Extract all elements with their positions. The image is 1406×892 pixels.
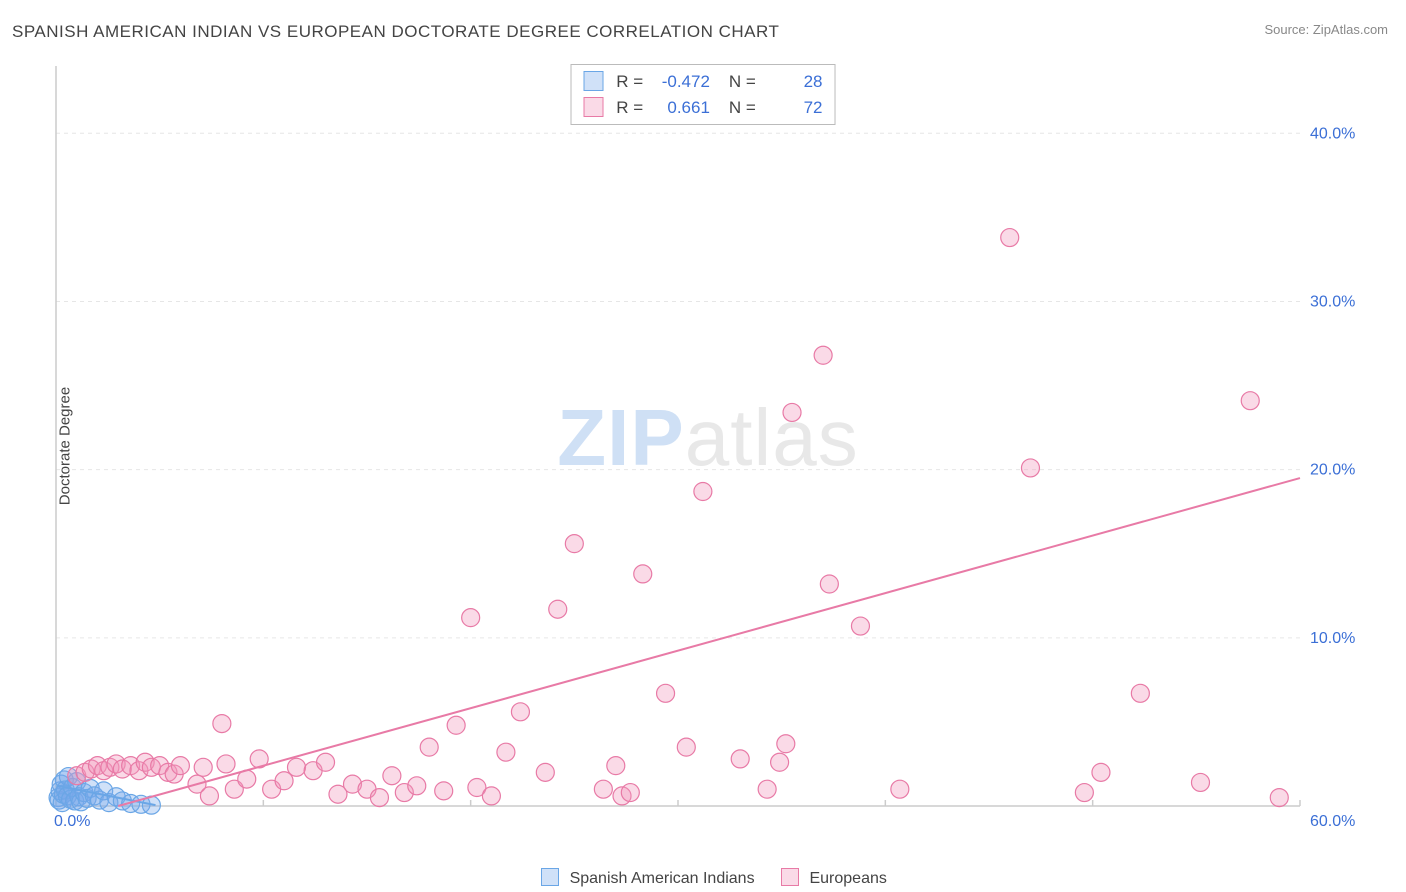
data-point [549, 600, 567, 618]
n-value-eur: 72 [760, 95, 822, 121]
swatch-sai-icon [541, 868, 559, 886]
data-point [1191, 773, 1209, 791]
data-point [408, 777, 426, 795]
x-tick-label: 0.0% [54, 813, 90, 830]
data-point [447, 716, 465, 734]
y-tick-label: 30.0% [1310, 293, 1355, 310]
stats-row-eur: R = 0.661 N = 72 [584, 95, 823, 121]
n-label: N = [729, 98, 756, 117]
data-point [820, 575, 838, 593]
y-tick-label: 10.0% [1310, 630, 1355, 647]
source-attribution: Source: ZipAtlas.com [1264, 22, 1388, 37]
data-point [777, 735, 795, 753]
data-point [634, 565, 652, 583]
data-point [1075, 784, 1093, 802]
r-value-sai: -0.472 [648, 69, 710, 95]
chart-title: SPANISH AMERICAN INDIAN VS EUROPEAN DOCT… [12, 22, 779, 42]
data-point [677, 738, 695, 756]
data-point [511, 703, 529, 721]
data-point [891, 780, 909, 798]
swatch-eur-icon [584, 97, 604, 117]
data-point [851, 617, 869, 635]
swatch-sai-icon [584, 71, 604, 91]
data-point [217, 755, 235, 773]
data-point [213, 715, 231, 733]
data-point [317, 753, 335, 771]
stats-row-sai: R = -0.472 N = 28 [584, 69, 823, 95]
y-tick-label: 20.0% [1310, 462, 1355, 479]
data-point [536, 763, 554, 781]
n-label: N = [729, 72, 756, 91]
x-tick-label: 60.0% [1310, 813, 1355, 830]
data-point [594, 780, 612, 798]
r-label: R = [616, 72, 643, 91]
data-point [482, 787, 500, 805]
r-label: R = [616, 98, 643, 117]
data-point [694, 483, 712, 501]
chart-svg: 10.0% 20.0% 30.0% 40.0% 0.0% 60.0% [48, 62, 1368, 832]
data-point [1241, 392, 1259, 410]
trend-line [118, 478, 1300, 806]
data-point [1001, 229, 1019, 247]
data-point [200, 787, 218, 805]
data-point [565, 535, 583, 553]
data-point [383, 767, 401, 785]
r-value-eur: 0.661 [648, 95, 710, 121]
data-point [497, 743, 515, 761]
legend-label-eur: Europeans [809, 870, 886, 887]
data-point [171, 757, 189, 775]
data-point [194, 758, 212, 776]
legend-label-sai: Spanish American Indians [570, 870, 755, 887]
data-point [420, 738, 438, 756]
data-point [621, 784, 639, 802]
data-point [288, 758, 306, 776]
data-point [370, 789, 388, 807]
n-value-sai: 28 [760, 69, 822, 95]
data-point [1092, 763, 1110, 781]
data-point [1270, 789, 1288, 807]
data-point [435, 782, 453, 800]
data-point [731, 750, 749, 768]
data-point [758, 780, 776, 798]
data-point [783, 403, 801, 421]
legend-bottom: Spanish American Indians Europeans [0, 868, 1406, 888]
data-point [814, 346, 832, 364]
correlation-stats-box: R = -0.472 N = 28 R = 0.661 N = 72 [571, 64, 836, 125]
data-point [771, 753, 789, 771]
chart-plot-area: ZIPatlas 10.0%20.0%30.0%40.0%0.0%60.0% [48, 62, 1368, 832]
data-point [657, 684, 675, 702]
data-point [1131, 684, 1149, 702]
data-point [462, 609, 480, 627]
data-point [1021, 459, 1039, 477]
data-point [607, 757, 625, 775]
swatch-eur-icon [781, 868, 799, 886]
y-tick-label: 40.0% [1310, 125, 1355, 142]
